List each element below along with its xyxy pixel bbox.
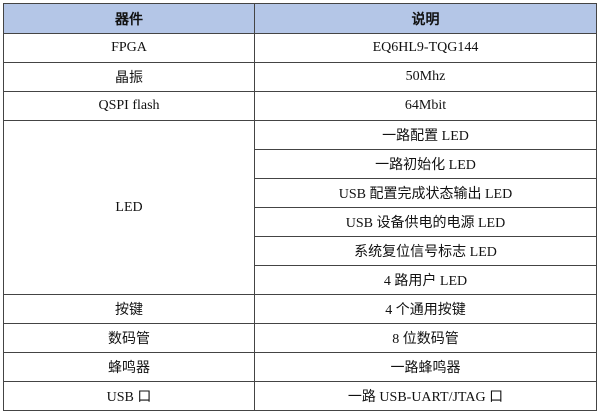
component-cell: 晶振 [3,62,255,92]
component-cell: QSPI flash [3,91,255,121]
component-cell: 按键 [3,294,255,324]
description-cell: USB 设备供电的电源 LED [254,207,597,237]
table-row: 一路初始化 LED [4,149,597,179]
table-row: 数码管 8 位数码管 [3,323,597,353]
table-row: QSPI flash 64Mbit [3,91,597,121]
description-cell: 系统复位信号标志 LED [254,236,597,266]
table-row: 蜂鸣器 一路蜂鸣器 [3,352,597,382]
description-cell: EQ6HL9-TQG144 [254,33,597,63]
description-cell: 64Mbit [254,91,597,121]
description-cell: 50Mhz [254,62,597,92]
description-cell: 8 位数码管 [254,323,597,353]
header-component: 器件 [3,3,255,34]
description-cell: 一路初始化 LED [254,149,597,179]
table-row: FPGA EQ6HL9-TQG144 [3,33,597,63]
description-cell: 一路配置 LED [254,120,597,150]
component-table: 器件 说明 FPGA EQ6HL9-TQG144 晶振 50Mhz QSPI f… [3,3,597,411]
component-cell: FPGA [3,33,255,63]
description-cell: 一路 USB-UART/JTAG 口 [254,381,597,411]
component-cell: USB 口 [3,381,255,411]
table-row: 按键 4 个通用按键 [3,294,597,324]
table-row: USB 配置完成状态输出 LED [4,178,597,208]
component-cell: 数码管 [3,323,255,353]
component-cell: 蜂鸣器 [3,352,255,382]
header-description: 说明 [254,3,597,34]
description-cell: 4 个通用按键 [254,294,597,324]
component-cell-led: LED [3,120,255,295]
description-cell: 一路蜂鸣器 [254,352,597,382]
table-row: LED 一路配置 LED [3,120,597,295]
table-row: 晶振 50Mhz [3,62,597,92]
table-header-row: 器件 说明 [3,3,597,34]
description-cell: 4 路用户 LED [254,265,597,295]
description-cell: USB 配置完成状态输出 LED [254,178,597,208]
table-row: 系统复位信号标志 LED [4,236,597,266]
table-row: USB 口 一路 USB-UART/JTAG 口 [3,381,597,411]
